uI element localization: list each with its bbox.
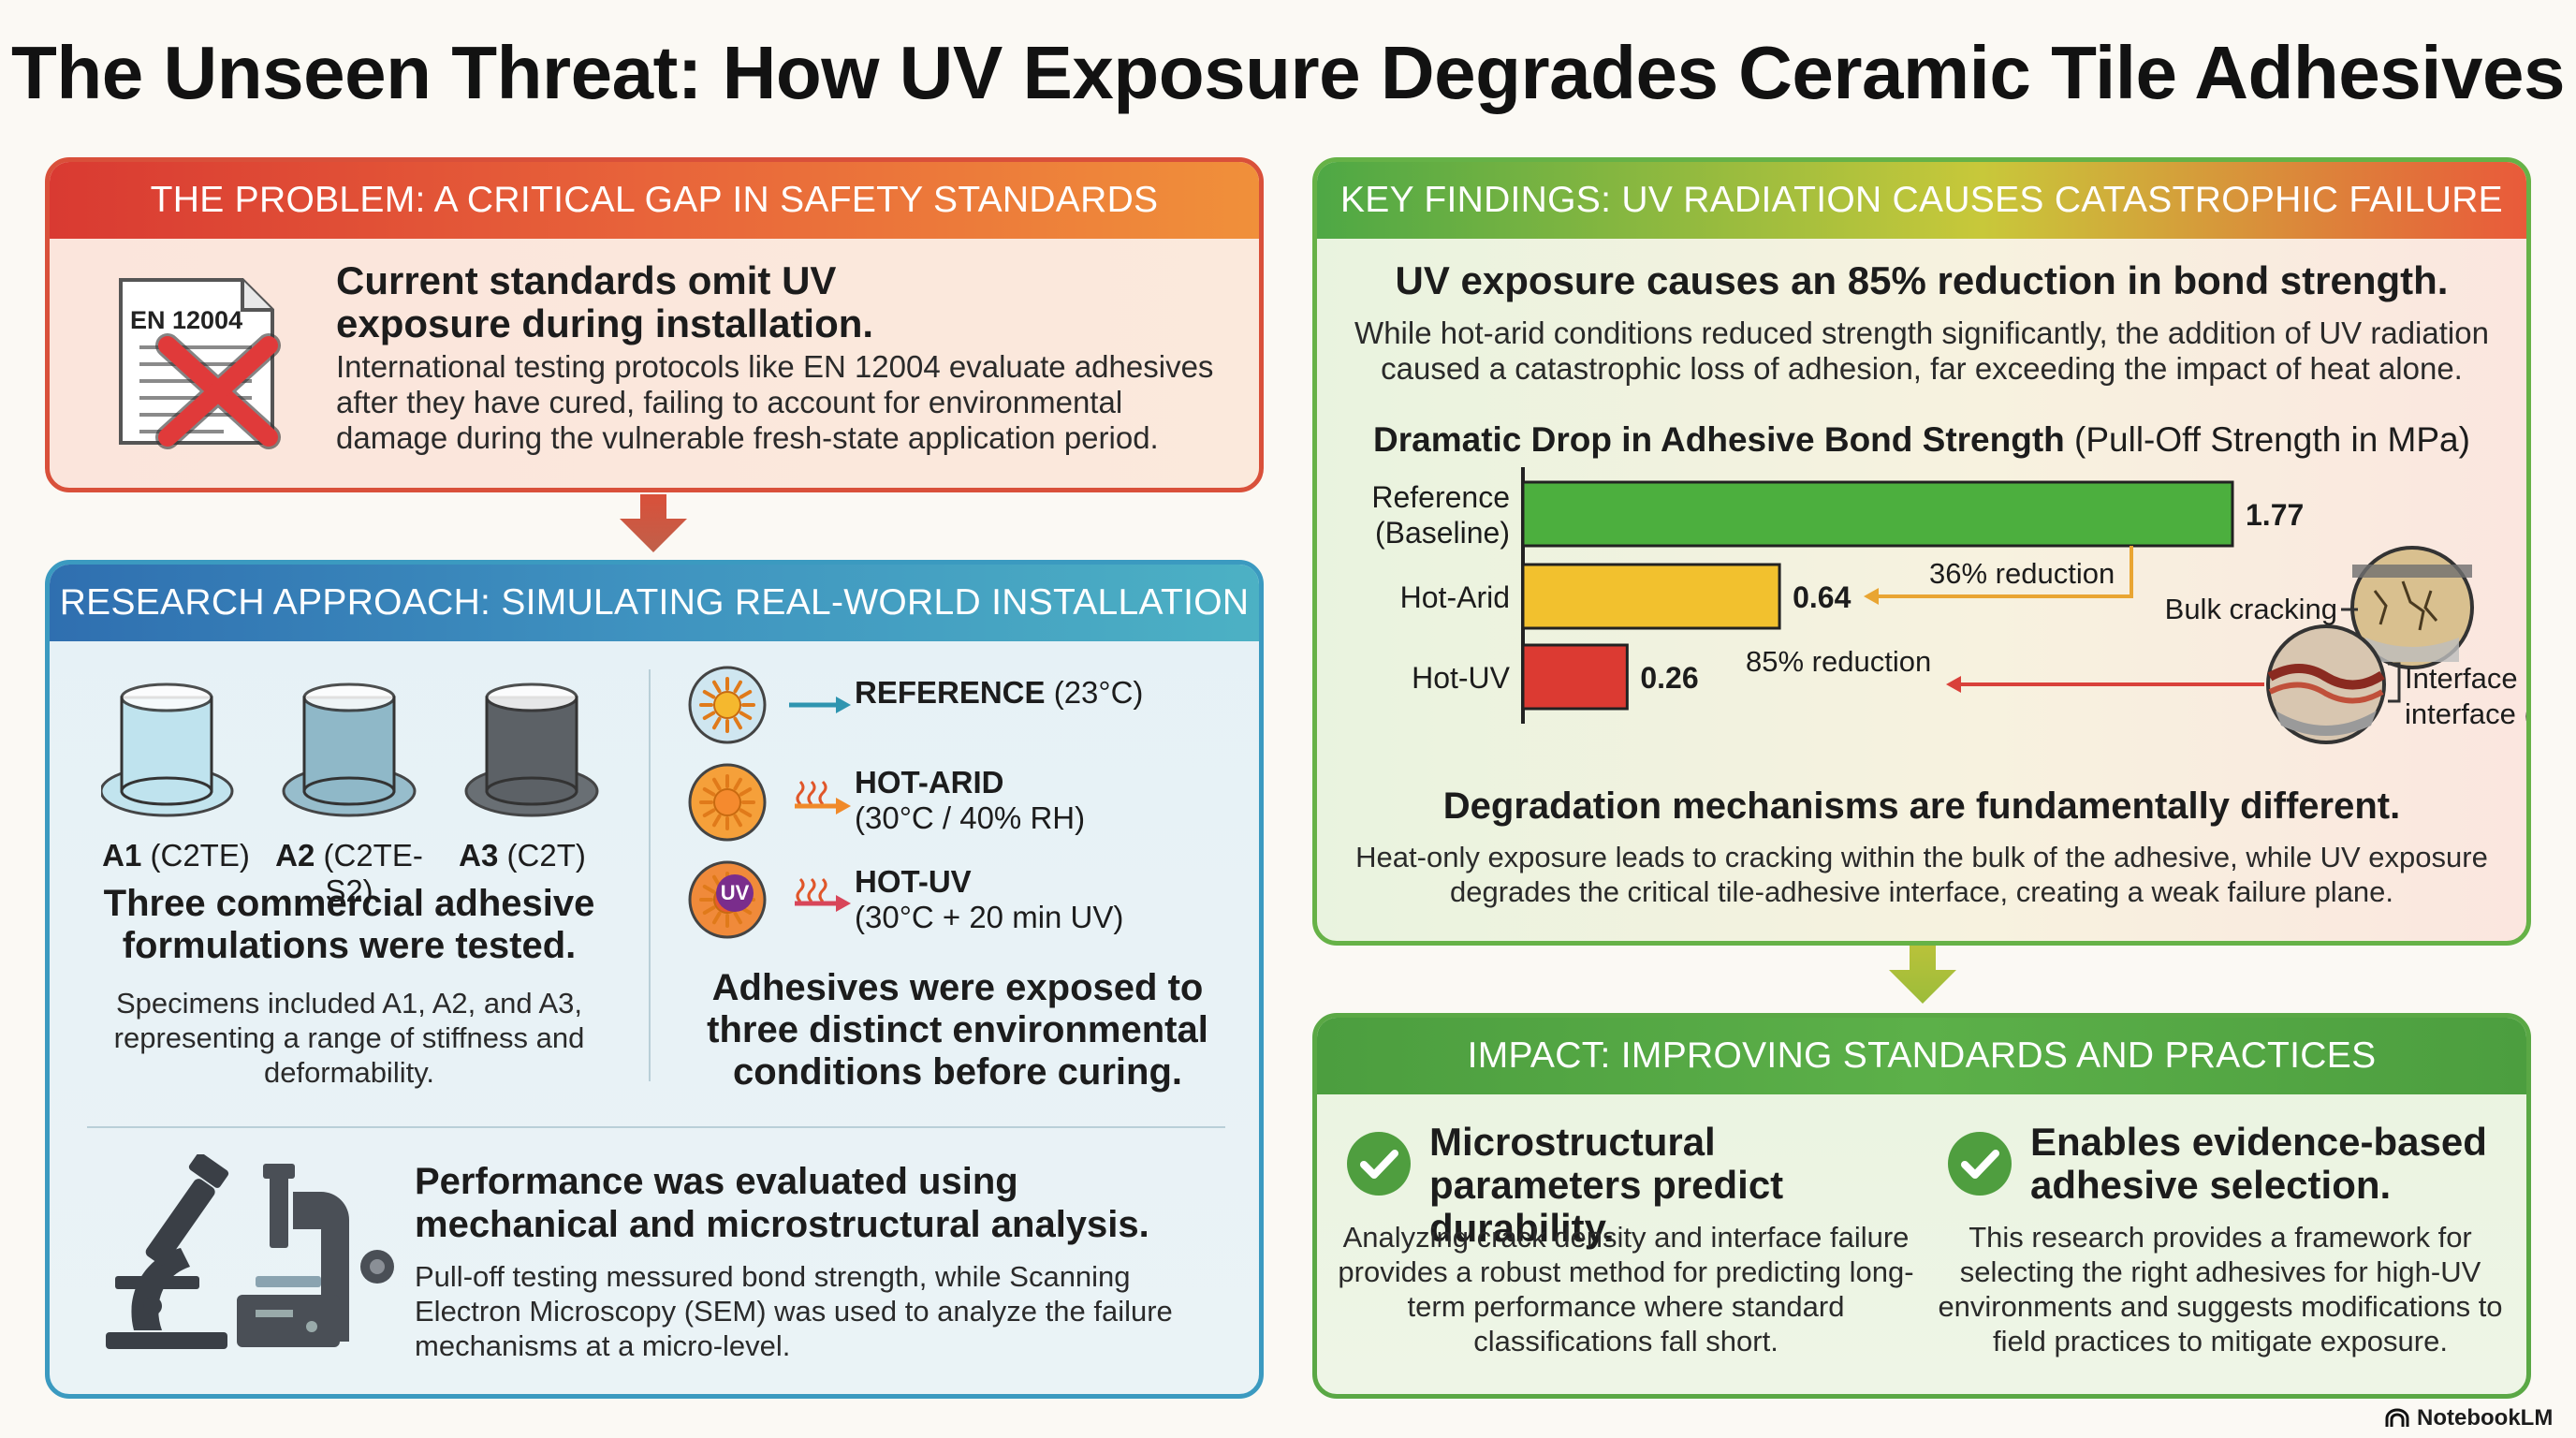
mechanisms-body: Heat-only exposure leads to cracking wit… xyxy=(1355,841,2488,908)
problem-headline: Current standards omit UV exposure durin… xyxy=(336,258,874,345)
conditions-headline: Adhesives were exposed to three distinct… xyxy=(707,967,1208,1093)
brand-footer: NotebookLM xyxy=(2385,1404,2553,1432)
interface-thickness-label: interface (15-40 µm) xyxy=(2405,697,2526,730)
findings-panel: KEY FINDINGS: UV RADIATION CAUSES CATAST… xyxy=(1312,157,2531,946)
bar-value-label: 0.26 xyxy=(1640,661,1698,695)
check-icon xyxy=(1948,1132,2012,1196)
check-icon xyxy=(1347,1132,1411,1196)
arrow-right-icon xyxy=(789,697,851,713)
specimen-cylinder-a3 xyxy=(464,682,599,817)
bond-strength-chart: 1.77 Reference(Baseline) 0.64 Hot-Arid 0.26 H… xyxy=(1371,467,2526,744)
mechanisms-headline: Degradation mechanisms are fundamentally… xyxy=(1442,785,2401,827)
problem-body: International testing protocols like EN … xyxy=(336,349,1214,455)
analysis-headline: Performance was evaluated using mechanic… xyxy=(415,1161,1149,1245)
arrow-right-icon xyxy=(795,798,851,814)
impact-panel: IMPACT: IMPROVING STANDARDS AND PRACTICE… xyxy=(1312,1013,2531,1399)
interface-degradation-label: Interface degradation xyxy=(2405,662,2526,695)
research-header: RESEARCH APPROACH: SIMULATING REAL-WORLD… xyxy=(50,565,1259,641)
problem-header: THE PROBLEM: A CRITICAL GAP IN SAFETY ST… xyxy=(50,162,1259,239)
specimen-cylinder-a2 xyxy=(282,682,417,817)
specimen-label-a1: A1 (C2TE) xyxy=(102,838,250,873)
bulk-cracking-label: Bulk cracking xyxy=(2165,593,2337,625)
research-panel: RESEARCH APPROACH: SIMULATING REAL-WORLD… xyxy=(45,560,1264,1399)
heat-waves-icon xyxy=(796,780,827,806)
conditions-list: REFERENCE (23°C) HOT-ARID (30°C / 40% RH)… xyxy=(686,666,1248,946)
flow-arrow-down-icon xyxy=(620,494,687,552)
specimen-label-a2: A2 (C2TE-S2) xyxy=(275,838,423,908)
hot-sun-icon xyxy=(688,763,767,842)
sun-icon xyxy=(688,666,767,744)
microscope-icon xyxy=(106,1154,394,1349)
condition-reference: REFERENCE (23°C) xyxy=(855,675,1144,710)
heat-waves-icon xyxy=(796,877,827,903)
reduction-label: 85% reduction xyxy=(1746,645,1931,678)
category-label: Reference xyxy=(1371,480,1510,514)
page-title: The Unseen Threat: How UV Exposure Degra… xyxy=(11,31,2565,114)
problem-panel: THE PROBLEM: A CRITICAL GAP IN SAFETY ST… xyxy=(45,157,1264,492)
specimen-cylinder-a1 xyxy=(101,682,234,817)
category-label: (Baseline) xyxy=(1375,516,1510,550)
impact-item-2-body: This research provides a framework for s… xyxy=(1938,1221,2503,1357)
analysis-body: Pull-off testing messured bond strength,… xyxy=(415,1260,1173,1362)
document-rejected-icon: EN 12004 xyxy=(111,272,308,450)
bar-value-label: 1.77 xyxy=(2246,498,2304,532)
bar-2 xyxy=(1521,643,1629,711)
specimen-label-a3: A3 (C2T) xyxy=(459,838,586,873)
impact-item-1-headline: Microstructural parameters predict durab… xyxy=(1429,1120,1784,1250)
impact-header: IMPACT: IMPROVING STANDARDS AND PRACTICE… xyxy=(1317,1018,2526,1094)
condition-hot-arid: HOT-ARID (30°C / 40% RH) xyxy=(855,765,1086,835)
condition-icons xyxy=(688,666,851,939)
column-divider xyxy=(649,669,651,1081)
flow-arrow-down-icon xyxy=(1889,946,1956,1004)
specimen-cylinders xyxy=(101,682,599,817)
bar-value-label: 0.64 xyxy=(1793,580,1851,614)
findings-body: While hot-arid conditions reduced streng… xyxy=(1354,315,2489,386)
reduction-annotation-85: 85% reduction xyxy=(1746,645,2264,693)
reduction-label: 36% reduction xyxy=(1929,557,2115,590)
findings-headline: UV exposure causes an 85% reduction in b… xyxy=(1395,258,2449,302)
arrow-right-icon xyxy=(795,895,851,912)
category-label: Hot-UV xyxy=(1412,661,1511,695)
bar-1 xyxy=(1521,563,1781,630)
specimen-group: A1 (C2TE) A2 (C2TE-S2) A3 (C2T) xyxy=(50,669,639,1063)
uv-badge: UV xyxy=(716,874,754,912)
reduction-annotation-36: 36% reduction xyxy=(1864,546,2133,605)
row-divider xyxy=(87,1126,1225,1128)
bulk-cracking-micrograph-icon xyxy=(2350,546,2474,669)
document-label: EN 12004 xyxy=(130,306,243,334)
interface-micrograph-icon xyxy=(2266,624,2386,744)
impact-item-2-headline: Enables evidence-based adhesive selectio… xyxy=(2030,1120,2487,1207)
specimens-body: Specimens included A1, A2, and A3, repre… xyxy=(113,987,585,1089)
brand-name: NotebookLM xyxy=(2417,1405,2554,1431)
condition-hot-uv: HOT-UV (30°C + 20 min UV) xyxy=(855,864,1124,934)
specimens-headline: Three commercial adhesive formulations w… xyxy=(103,883,595,966)
chart-title: Dramatic Drop in Adhesive Bond Strength … xyxy=(1373,420,2470,459)
findings-header: KEY FINDINGS: UV RADIATION CAUSES CATAST… xyxy=(1317,162,2526,239)
bar-0 xyxy=(1521,480,2234,548)
notebooklm-logo-icon xyxy=(2385,1408,2409,1427)
impact-item-1-body: Analyzing crack density and interface fa… xyxy=(1338,1221,1914,1357)
category-label: Hot-Arid xyxy=(1400,580,1510,614)
